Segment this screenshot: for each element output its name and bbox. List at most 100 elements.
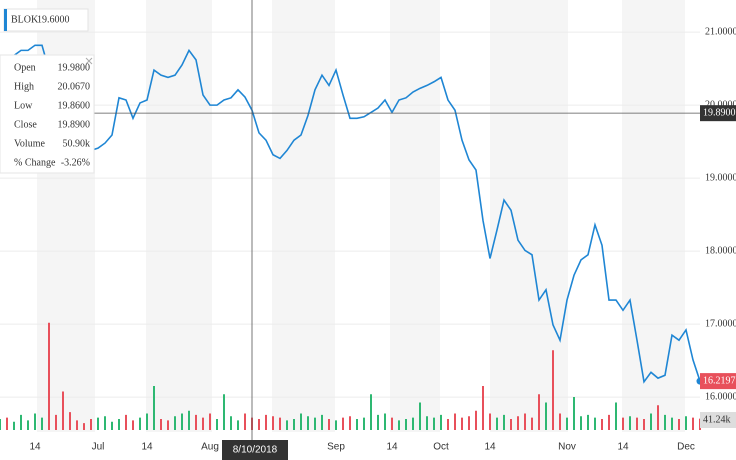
volume-bar [391,417,393,430]
y-tick-label: 16.0000 [705,391,736,402]
crosshair-date-text: 8/10/2018 [233,445,278,456]
volume-bar [475,410,477,430]
volume-bar [517,416,519,430]
volume-bar [580,416,582,430]
volume-bar [48,322,50,430]
volume-bar [125,414,127,430]
band [272,0,335,432]
volume-bar [293,419,295,430]
volume-label-box [700,412,736,428]
volume-bar [489,413,491,430]
volume-bar [223,394,225,430]
grid [0,31,700,398]
volume-bar [76,420,78,430]
volume-bar [83,423,85,430]
tooltip-label: Close [14,119,37,130]
y-tick-label: 21.0000 [705,26,736,37]
volume-bar [671,417,673,430]
volume-bar [608,414,610,430]
volume-bar [447,419,449,430]
volume-bar [692,417,694,430]
x-tick-label: Sep [327,442,345,453]
last-price-box [700,373,736,390]
volume-bar [174,416,176,430]
volume-label: 41.24k [700,412,736,428]
volume-bar [216,419,218,430]
x-tick-label: Jul [92,442,105,453]
volume-bar [139,417,141,430]
volume-bar [286,420,288,430]
volume-bar [587,414,589,430]
volume-bar [167,420,169,430]
volume-bar [202,417,204,430]
volume-bar [0,419,1,430]
volume-bar [384,413,386,430]
tooltip-value: 20.0670 [58,81,91,92]
band [146,0,212,432]
volume-bar [685,416,687,430]
crosshair-date-box [222,440,288,460]
volume-bar [160,419,162,430]
volume-bar [622,417,624,430]
y-tick-label: 20.0000 [705,99,736,110]
volume-bar [111,421,113,430]
volume-bar [405,419,407,430]
tooltip-label: High [14,81,34,92]
volume-bar [482,386,484,430]
volume-bar [349,416,351,430]
x-tick-label: 14 [141,442,153,453]
x-tick-label: 14 [29,442,41,453]
tooltip-label: % Change [14,157,56,168]
volume-bar [20,414,22,430]
volume-bar [104,416,106,430]
y-axis: 16.0000 17.0000 18.0000 19.0000 20.0000 21.00… [705,26,736,402]
volume-bar [181,413,183,430]
volume-bar [559,413,561,430]
volume-bar [433,417,435,430]
band [390,0,440,432]
y-tick-label: 17.0000 [705,318,736,329]
volume-bar [594,417,596,430]
volume-bar [265,414,267,430]
y-tick-label: 19.0000 [705,172,736,183]
volume-bar [440,414,442,430]
tooltip: Open 19.9800 High 20.0670 Low 19.8600 Close 19.… [0,54,95,174]
volume-bar [41,417,43,430]
x-tick-label: 14 [484,442,496,453]
volume-bar [195,414,197,430]
x-tick-label: Aug [201,442,219,453]
crosshair-price-text: 19.8900 [703,107,736,118]
plot: 16.2197 [0,44,736,390]
volume-bar [664,414,666,430]
volume-bar [524,413,526,430]
volume-bar [272,416,274,430]
tooltip-close[interactable] [85,57,93,65]
x-tick-label: 14 [386,442,398,453]
volume-bar [90,419,92,430]
volume-bar [496,417,498,430]
legend-swatch [4,9,7,31]
volume-bar [118,419,120,430]
volume-bar [503,414,505,430]
volume-bar [454,413,456,430]
volume-bar [342,417,344,430]
volume-bar [97,417,99,430]
volume-bar [412,417,414,430]
legend-value: 19.6000 [37,14,70,25]
background-bands [37,0,685,432]
tooltip-label: Low [14,100,33,111]
volume-bar [55,414,57,430]
volume-bar [237,420,239,430]
tooltip-value: -3.26% [61,157,90,168]
legend: BLOK 19.6000 [3,8,89,32]
volume-bar [601,419,603,430]
volume-bar [363,417,365,430]
volume-bar [209,413,211,430]
volume-bar [307,416,309,430]
volume-bar [650,413,652,430]
volume-bar [615,402,617,430]
x-tick-label: Oct [433,442,449,453]
volume-bar [27,420,29,430]
volume-bar [468,416,470,430]
